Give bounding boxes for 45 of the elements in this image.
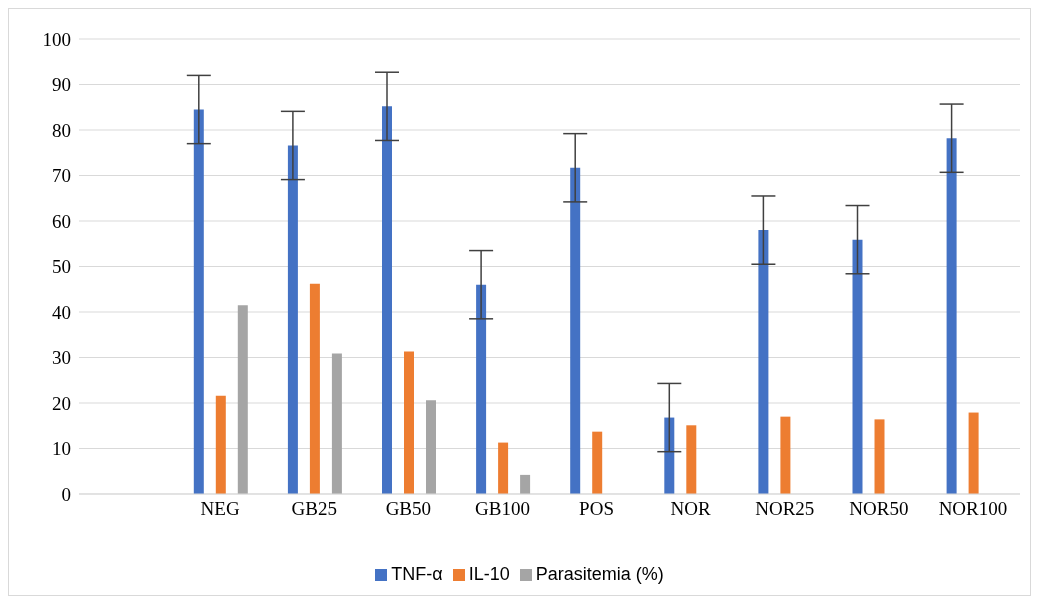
y-tick-label: 20	[52, 392, 71, 414]
bar	[404, 351, 414, 494]
y-tick-label: 10	[52, 438, 71, 460]
bar	[570, 167, 581, 494]
bar	[758, 230, 769, 494]
x-tick-label: NOR	[670, 498, 712, 520]
bar	[287, 145, 298, 494]
bar	[874, 419, 885, 494]
bar	[309, 283, 320, 494]
x-tick-label: NOR50	[849, 498, 909, 520]
legend-label: TNF-α	[391, 564, 443, 584]
bar	[664, 417, 675, 494]
bar	[476, 284, 487, 494]
x-tick-label: GB100	[475, 498, 530, 520]
bar	[426, 400, 436, 494]
bar	[968, 412, 979, 494]
x-tick-label: NOR100	[938, 498, 1008, 520]
y-tick-label: 70	[52, 165, 71, 187]
y-tick-label: 60	[52, 210, 71, 232]
y-tick-label: 0	[61, 483, 71, 505]
y-tick-label: 50	[52, 256, 71, 278]
x-tick-label: GB50	[385, 498, 432, 520]
bar	[852, 239, 863, 494]
y-tick-label: 90	[52, 74, 71, 96]
y-tick-label: 30	[52, 347, 71, 369]
bar	[686, 425, 697, 494]
y-tick-label: 80	[52, 119, 71, 141]
legend-label: Parasitemia (%)	[535, 564, 664, 584]
x-tick-label: NEG	[200, 498, 240, 520]
x-tick-label: POS	[579, 498, 614, 520]
y-tick-label: 100	[42, 28, 71, 50]
bar	[382, 106, 392, 494]
y-tick-label: 40	[52, 301, 71, 323]
x-tick-label: NOR25	[755, 498, 815, 520]
bar	[592, 431, 603, 494]
legend-label: IL-10	[468, 564, 510, 584]
bar	[331, 353, 342, 494]
bar	[237, 305, 248, 494]
bar	[520, 474, 531, 494]
bar	[498, 442, 509, 494]
x-tick-label: GB25	[291, 498, 337, 520]
bar	[215, 395, 226, 494]
bar	[946, 138, 957, 494]
bar	[193, 109, 204, 494]
bar	[780, 416, 791, 494]
